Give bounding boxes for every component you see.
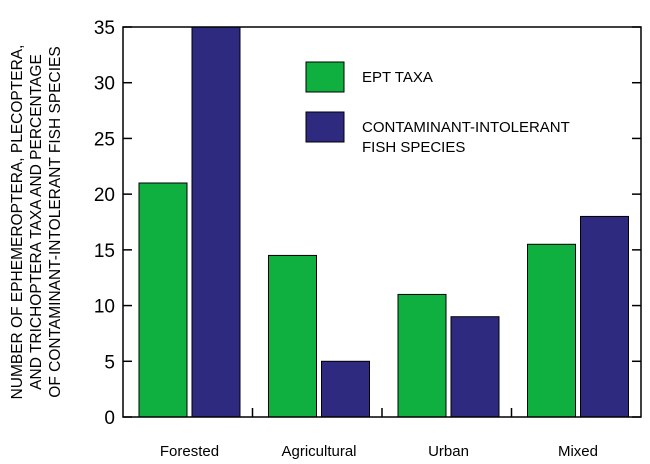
bar-urban-ept bbox=[397, 293, 447, 418]
y-axis-label-line-3: OF CONTAMINANT-INTOLERANT FISH SPECIES bbox=[47, 46, 64, 397]
y-tick-label: 20 bbox=[94, 185, 115, 206]
legend: EPT TAXA CONTAMINANT-INTOLERANT FISH SPECI… bbox=[305, 61, 570, 156]
bar-forested-fish bbox=[191, 26, 241, 418]
x-tick-label-urban: Urban bbox=[428, 443, 469, 460]
bar-agricultural-fish bbox=[321, 360, 370, 418]
y-axis-label-line-2: AND TRICHOPTERA TAXA AND PERCENTAGE bbox=[28, 54, 45, 390]
y-tick-label: 35 bbox=[94, 18, 115, 39]
x-tick-label-forested: Forested bbox=[160, 443, 219, 460]
bar-urban-fish bbox=[450, 316, 500, 418]
bar-mixed-ept bbox=[527, 243, 576, 418]
y-tick-label: 5 bbox=[104, 352, 115, 373]
y-tick-label: 15 bbox=[94, 241, 115, 262]
bar-mixed-fish bbox=[580, 215, 629, 418]
bars bbox=[138, 26, 629, 418]
y-axis-label-line-1: NUMBER OF EPHEMEROPTERA, PLECOPTERA, bbox=[9, 45, 26, 400]
y-tick-label: 10 bbox=[94, 297, 115, 318]
legend-label-ept: EPT TAXA bbox=[362, 69, 433, 86]
legend-swatch-ept bbox=[305, 61, 345, 93]
y-axis-label: NUMBER OF EPHEMEROPTERA, PLECOPTERA, AND… bbox=[9, 45, 64, 400]
y-tick-label: 25 bbox=[94, 129, 115, 150]
legend-label-fish: CONTAMINANT-INTOLERANT FISH SPECIES bbox=[362, 119, 570, 156]
bar-agricultural-ept bbox=[268, 254, 317, 418]
legend-swatch-fish bbox=[305, 111, 345, 143]
x-tick-label-mixed: Mixed bbox=[558, 443, 598, 460]
y-tick-label: 0 bbox=[104, 408, 115, 429]
bar-forested-ept bbox=[138, 182, 188, 418]
y-tick-label: 30 bbox=[94, 74, 115, 95]
axes: 0 5 10 15 20 25 30 35 Forested Agricultural Urban M… bbox=[94, 18, 642, 460]
x-tick-label-agricultural: Agricultural bbox=[281, 443, 356, 460]
